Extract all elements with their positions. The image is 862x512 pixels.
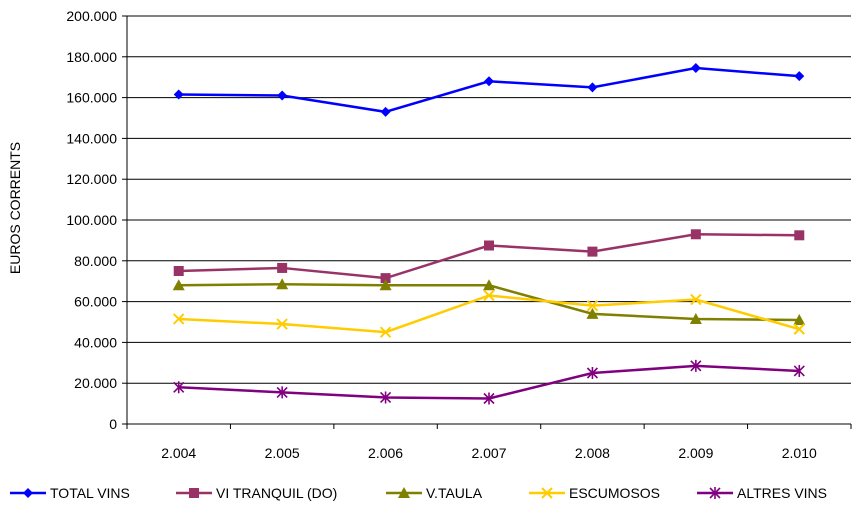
x-tick-label: 2.004 [161, 445, 196, 461]
series-line [178, 294, 800, 334]
data-point [690, 293, 702, 306]
y-tick-label: 160.000 [66, 90, 117, 106]
y-tick-label: 200.000 [66, 8, 117, 24]
data-point [794, 71, 805, 82]
data-point [484, 240, 494, 251]
x-tick-label: 2.005 [265, 445, 300, 461]
data-point [173, 313, 185, 325]
data-point [172, 279, 185, 291]
data-point [276, 278, 289, 290]
series-line [178, 66, 800, 114]
data-point [793, 364, 805, 377]
data-point [690, 359, 702, 372]
legend-marker [398, 487, 410, 498]
legend-item: ALTRES VINS [697, 485, 827, 501]
legend-item: VI TRANQUIL (DO) [176, 485, 337, 501]
x-tick-labels: 2.004 2.005 2.006 2.007 2.008 2.009 2.010 [161, 445, 817, 461]
y-tick-label: 40.000 [74, 334, 117, 350]
legend-marker [23, 488, 33, 498]
x-tick-label: 2.007 [471, 445, 506, 461]
data-point [586, 299, 599, 312]
data-point [793, 313, 806, 325]
y-tick-label: 0 [109, 416, 117, 432]
legend-item: TOTAL VINS [10, 485, 130, 501]
data-point [379, 279, 392, 291]
data-point [276, 318, 288, 330]
legend-marker [709, 487, 721, 499]
plot-series [172, 63, 806, 405]
data-point [793, 323, 805, 335]
legend-label: TOTAL VINS [50, 485, 130, 501]
y-tick-label: 120.000 [66, 171, 117, 187]
legend-label: VI TRANQUIL (DO) [216, 485, 337, 501]
data-point [483, 392, 495, 405]
y-tick-label: 20.000 [74, 375, 117, 391]
legend-marker [189, 488, 199, 498]
data-point [379, 326, 392, 338]
y-tick-labels: 0 20.000 40.000 60.000 80.000 100.000 120.000 1… [66, 8, 117, 432]
legend-item: ESCUMOSOS [529, 485, 660, 501]
data-point [690, 229, 701, 240]
data-point [276, 386, 288, 399]
y-tick-label: 100.000 [66, 212, 117, 228]
x-tick-label: 2.009 [678, 445, 713, 461]
data-point [173, 381, 185, 394]
data-point [173, 266, 184, 276]
data-point [173, 89, 184, 100]
gridlines [122, 15, 852, 429]
data-point [380, 273, 391, 284]
legend-marker [541, 487, 553, 499]
data-point [277, 90, 288, 101]
x-tick-label: 2.008 [575, 445, 610, 461]
legend-label: ESCUMOSOS [569, 485, 660, 501]
data-point [794, 230, 805, 241]
data-point [587, 82, 598, 93]
data-point [587, 246, 598, 257]
legend-label: V.TAULA [426, 485, 483, 501]
data-point [380, 391, 392, 404]
data-point [484, 76, 494, 87]
data-point [690, 63, 701, 74]
y-axis-label: EUROS CORRENTS [7, 142, 23, 274]
data-point [586, 307, 599, 319]
data-point [277, 262, 288, 273]
legend-item: V.TAULA [386, 485, 483, 501]
y-tick-label: 60.000 [74, 294, 117, 310]
y-tick-label: 140.000 [66, 130, 117, 146]
legend-label: ALTRES VINS [737, 485, 827, 501]
y-tick-label: 80.000 [74, 253, 117, 269]
x-tick-label: 2.010 [782, 445, 817, 461]
data-point [483, 279, 495, 291]
data-point [586, 367, 598, 379]
y-tick-label: 180.000 [66, 49, 117, 65]
data-point [689, 312, 702, 324]
x-tick-label: 2.006 [368, 445, 403, 461]
legend: TOTAL VINS VI TRANQUIL (DO) V.TAULA ESCUMOS… [10, 485, 827, 501]
data-point [483, 289, 495, 302]
data-point [380, 106, 391, 117]
